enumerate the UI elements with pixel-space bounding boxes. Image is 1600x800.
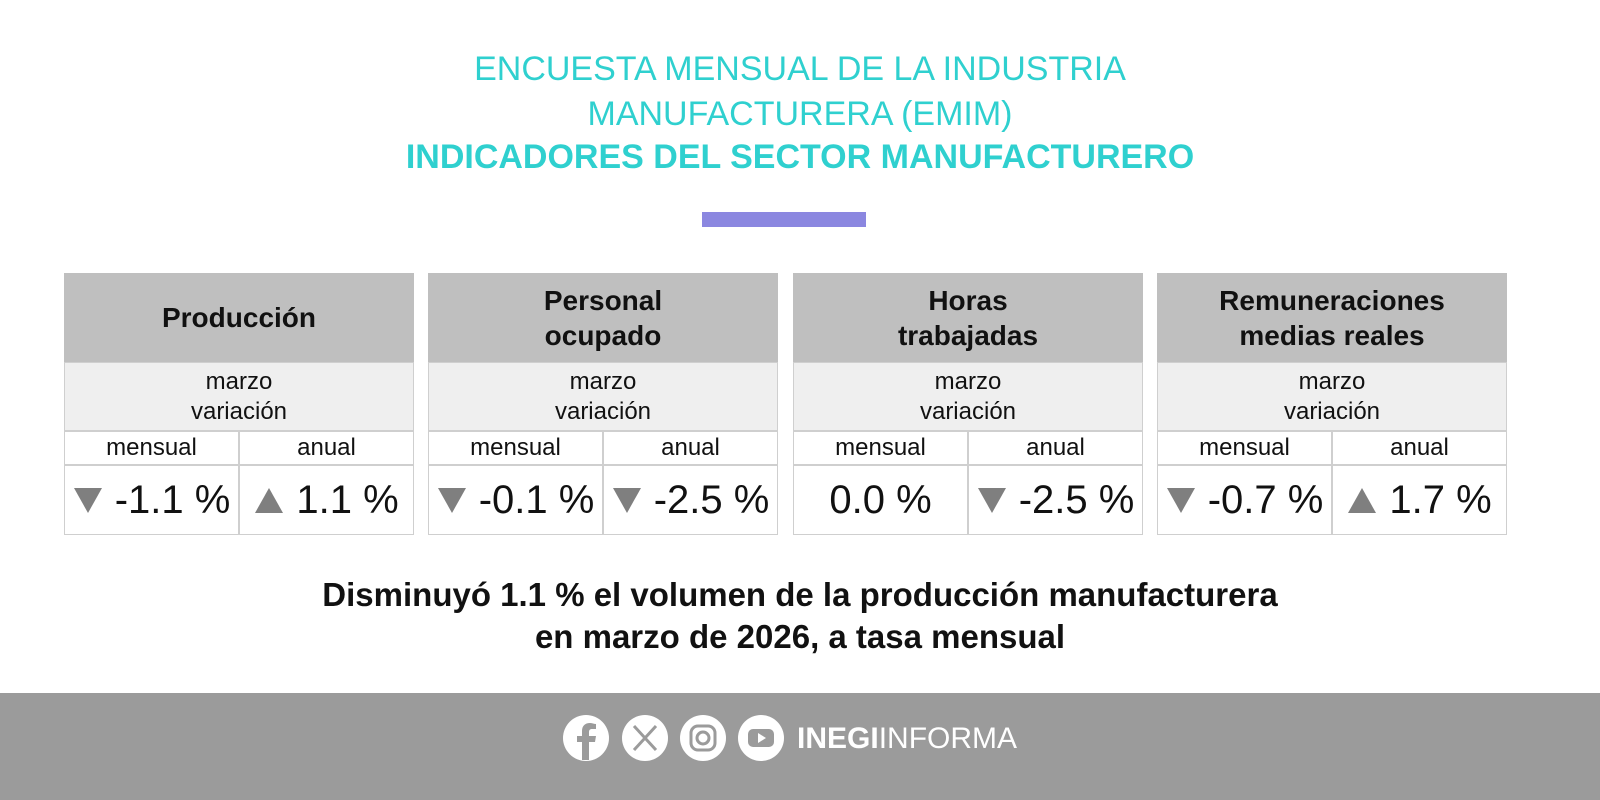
footer: INEGIINFORMA	[0, 693, 1600, 800]
value: 1.1 %	[296, 477, 399, 522]
group-name-line: Remuneraciones	[1219, 284, 1445, 316]
value-cell: -0.1 %	[428, 465, 603, 535]
column-label: mensual	[428, 431, 603, 465]
measure: variación	[190, 397, 288, 425]
value-cell: 1.7 %	[1332, 465, 1507, 535]
column-label: anual	[968, 431, 1143, 465]
trend-arrow	[1166, 488, 1195, 513]
trend-arrow	[612, 488, 641, 513]
value: -2.5 %	[653, 477, 770, 522]
value-cell: -1.1 %	[64, 465, 239, 535]
value: -2.5 %	[1018, 477, 1135, 522]
measure: variación	[1283, 397, 1381, 425]
group-subheader: marzo variación	[64, 362, 414, 431]
social-icons	[563, 715, 784, 761]
group-subheader: marzo variación	[793, 362, 1143, 431]
value: 1.7 %	[1389, 477, 1492, 522]
period: marzo	[1298, 367, 1366, 395]
period: marzo	[569, 367, 637, 395]
column-label: anual	[603, 431, 778, 465]
column-label: mensual	[793, 431, 968, 465]
measure: variación	[919, 397, 1017, 425]
value: 0.0 %	[829, 477, 932, 522]
subtitle: INDICADORES DEL SECTOR MANUFACTURERO	[405, 138, 1195, 176]
value-cell: -2.5 %	[603, 465, 778, 535]
headline: Disminuyó 1.1 % el volumen de la producc…	[322, 576, 1278, 613]
group-name-line: Horas	[928, 284, 1008, 316]
column-label: mensual	[64, 431, 239, 465]
facebook-icon[interactable]	[563, 715, 609, 761]
group-name-line: Producción	[161, 302, 316, 333]
value-cell: 1.1 %	[239, 465, 414, 535]
group-name-line: Personal	[543, 284, 663, 316]
group-header: Horas trabajadas	[793, 273, 1143, 362]
title-line: MANUFACTURERA (EMIM)	[587, 95, 1013, 133]
headline: en marzo de 2026, a tasa mensual	[534, 618, 1066, 655]
brand-regular: INFORMA	[878, 722, 1018, 755]
group-name-line: trabajadas	[897, 319, 1039, 351]
trend-arrow	[437, 488, 466, 513]
x-icon[interactable]	[622, 715, 668, 761]
measure: variación	[554, 397, 652, 425]
brand: INEGIINFORMA	[797, 722, 1017, 756]
value: -1.1 %	[114, 477, 231, 522]
instagram-icon[interactable]	[680, 715, 726, 761]
value: -0.1 %	[478, 477, 595, 522]
period: marzo	[205, 367, 273, 395]
value-cell: -2.5 %	[968, 465, 1143, 535]
youtube-icon[interactable]	[738, 715, 784, 761]
column-label: anual	[1332, 431, 1507, 465]
value-cell: 0.0 %	[793, 465, 968, 535]
trend-arrow	[1348, 488, 1377, 513]
column-label: mensual	[1157, 431, 1332, 465]
trend-arrow	[977, 488, 1006, 513]
group-subheader: marzo variación	[1157, 362, 1507, 431]
trend-arrow	[73, 488, 102, 513]
group-name-line: medias reales	[1239, 319, 1425, 351]
group-name-line: ocupado	[544, 319, 662, 351]
group-header: Personal ocupado	[428, 273, 778, 362]
brand-bold: INEGI	[797, 722, 879, 755]
trend-arrow	[255, 488, 284, 513]
value-cell: -0.7 %	[1157, 465, 1332, 535]
column-label: anual	[239, 431, 414, 465]
group-header: Producción	[64, 273, 414, 362]
group-subheader: marzo variación	[428, 362, 778, 431]
period: marzo	[934, 367, 1002, 395]
group-header: Remuneraciones medias reales	[1157, 273, 1507, 362]
title-line: ENCUESTA MENSUAL DE LA INDUSTRIA	[474, 50, 1126, 88]
divider	[702, 212, 866, 227]
value: -0.7 %	[1207, 477, 1324, 522]
